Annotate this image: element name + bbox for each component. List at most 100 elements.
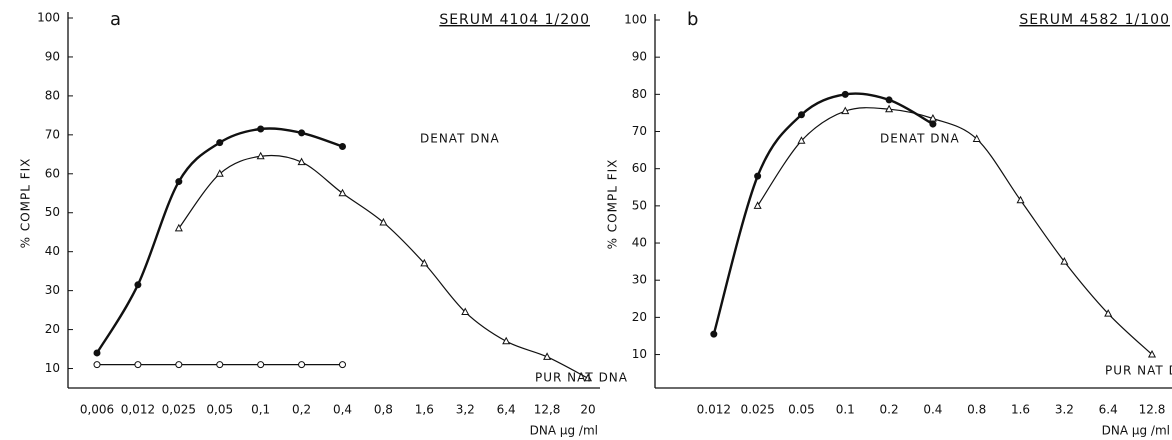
x-tick-label: 0.05 (788, 403, 815, 417)
x-tick-label: 0.012 (697, 403, 731, 417)
triangle-marker (841, 106, 850, 115)
triangle-marker (1147, 349, 1157, 358)
point-marker (298, 129, 306, 137)
x-tick-label: 0.4 (923, 403, 942, 417)
y-tick-label: 20 (632, 310, 647, 324)
x-tick-label: 6.4 (1099, 403, 1118, 417)
series-line (712, 92, 934, 335)
y-tick-label: 40 (632, 236, 647, 250)
series-label: DENAT DNA (880, 132, 960, 146)
y-tick-label: 100 (37, 11, 60, 25)
y-tick-label: 50 (45, 205, 60, 219)
panel-label: b (687, 9, 698, 30)
point-marker (134, 361, 142, 369)
x-tick-label: 3,2 (456, 403, 475, 417)
x-tick-label: 12.8 (1139, 403, 1166, 417)
triangle-marker (972, 134, 981, 142)
point-marker (216, 139, 224, 147)
x-tick-label: 0,2 (292, 403, 311, 417)
triangle-marker (753, 201, 762, 209)
x-axis-label: DNA µg /ml (530, 424, 598, 438)
x-tick-label: 0.025 (740, 403, 774, 417)
x-tick-label: 0,012 (121, 403, 155, 417)
point-marker (710, 330, 718, 338)
triangle-marker (256, 151, 265, 160)
triangle-marker (297, 157, 306, 166)
triangle-marker (338, 188, 347, 197)
point-marker (929, 120, 937, 128)
point-marker (298, 361, 306, 369)
triangle-marker (1104, 309, 1113, 317)
triangle-marker (885, 104, 894, 113)
triangle-marker (174, 223, 183, 232)
y-tick-label: 10 (45, 361, 60, 375)
y-tick-label: 90 (632, 50, 647, 64)
triangle-marker (379, 217, 388, 226)
x-tick-label: 0.1 (836, 403, 855, 417)
y-tick-label: 10 (632, 347, 647, 361)
series-line (95, 127, 343, 354)
triangle-marker (420, 258, 429, 267)
y-tick-label: 30 (632, 273, 647, 287)
y-tick-label: 70 (45, 127, 60, 141)
y-tick-label: 30 (45, 283, 60, 297)
x-tick-label: 0,025 (162, 403, 196, 417)
triangle-marker (583, 373, 593, 382)
panel-label: a (110, 9, 121, 30)
chart-title: SERUM 4582 1/100 (1019, 12, 1170, 28)
triangle-marker (461, 307, 470, 316)
series-line (757, 107, 1153, 355)
point-marker (216, 361, 224, 369)
series-label: PUR NAT DNA (1105, 364, 1172, 378)
x-axis-label: DNA µg /ml (1102, 424, 1170, 438)
series-label: PUR NAT DNA (535, 371, 628, 385)
point-marker (175, 361, 183, 369)
point-marker (257, 361, 265, 369)
point-marker (134, 281, 142, 289)
y-axis-label: % COMPL FIX (606, 159, 620, 250)
point-marker (257, 125, 265, 133)
point-marker (841, 90, 849, 98)
x-tick-label: 12,8 (534, 403, 561, 417)
x-tick-label: 6,4 (497, 403, 516, 417)
point-marker (797, 111, 805, 119)
point-marker (93, 361, 101, 369)
x-tick-label: 0,8 (374, 403, 393, 417)
point-marker (175, 178, 183, 186)
y-tick-label: 70 (632, 124, 647, 138)
triangle-marker (215, 169, 224, 177)
x-tick-label: 0.2 (880, 403, 899, 417)
x-tick-label: 0,4 (333, 403, 352, 417)
series-line (178, 154, 589, 379)
y-tick-label: 80 (632, 87, 647, 101)
point-marker (93, 349, 101, 357)
y-tick-label: 20 (45, 322, 60, 336)
y-tick-label: 80 (45, 88, 60, 102)
x-tick-label: 1,6 (415, 403, 434, 417)
x-tick-label: 0,006 (80, 403, 114, 417)
y-tick-label: 60 (632, 161, 647, 175)
triangle-marker (797, 136, 806, 144)
point-marker (339, 361, 346, 369)
point-marker (754, 172, 762, 180)
triangle-marker (928, 113, 937, 122)
x-tick-label: 3.2 (1055, 403, 1074, 417)
y-tick-label: 100 (624, 13, 647, 27)
point-marker (339, 143, 346, 151)
y-tick-label: 90 (45, 49, 60, 63)
triangle-marker (543, 352, 552, 360)
y-tick-label: 40 (45, 244, 60, 258)
x-tick-label: 0,05 (206, 403, 233, 417)
chart-title: SERUM 4104 1/200 (439, 12, 590, 28)
y-tick-label: 60 (45, 166, 60, 180)
triangle-marker (502, 336, 511, 345)
triangle-marker (1060, 257, 1069, 265)
triangle-marker (1016, 195, 1025, 204)
series-label: DENAT DNA (420, 132, 500, 146)
y-tick-label: 50 (632, 198, 647, 212)
x-tick-label: 1.6 (1011, 403, 1030, 417)
x-tick-label: 0,1 (251, 403, 270, 417)
x-tick-label: 0.8 (967, 403, 986, 417)
x-tick-label: 20 (580, 403, 595, 417)
